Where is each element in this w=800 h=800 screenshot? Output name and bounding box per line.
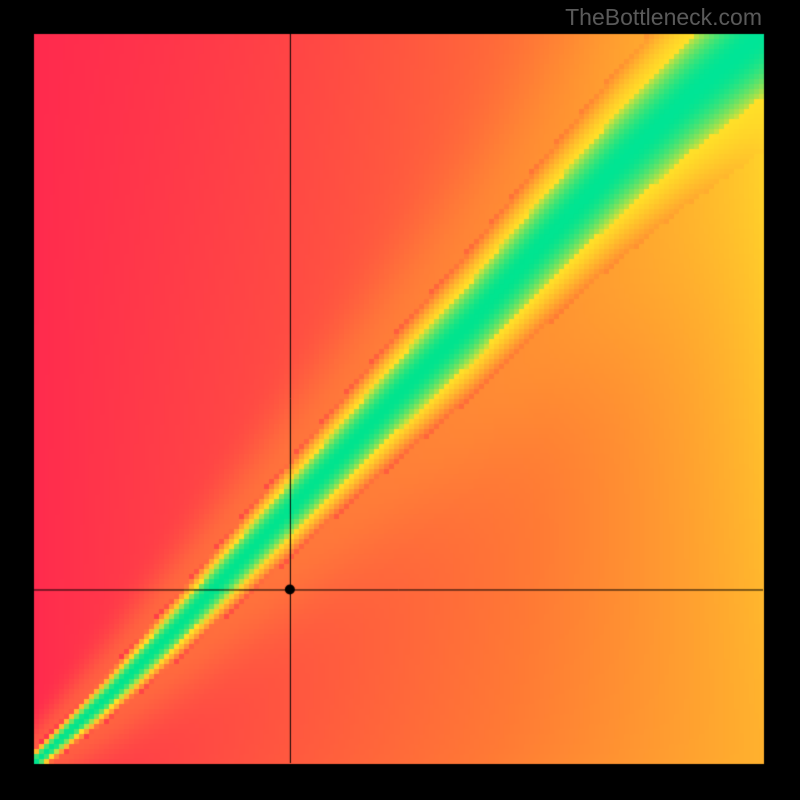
- bottleneck-heatmap: [0, 0, 800, 800]
- chart-container: { "canvas_size": { "width": 800, "height…: [0, 0, 800, 800]
- watermark-text: TheBottleneck.com: [565, 4, 762, 31]
